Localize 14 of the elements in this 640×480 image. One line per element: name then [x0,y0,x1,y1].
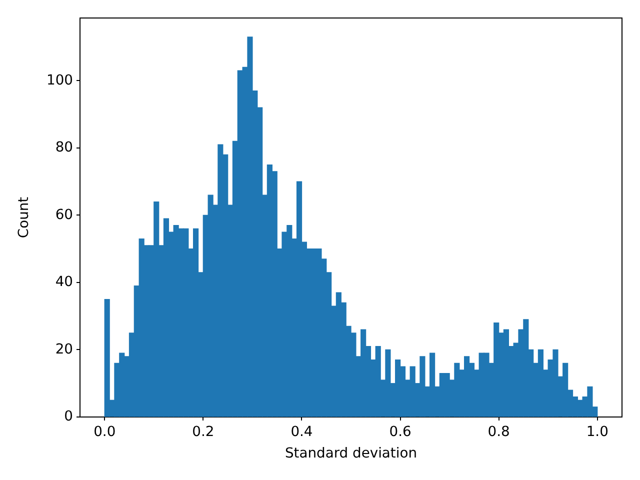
y-tick-label: 60 [55,206,73,223]
y-tick-label: 0 [64,408,73,425]
y-tick-label: 100 [46,72,73,88]
x-tick-label: 0.4 [290,424,313,440]
x-tick-label: 0.6 [389,424,412,440]
x-tick-label: 0.2 [192,424,214,440]
x-axis-title: Standard deviation [284,446,418,462]
y-axis-title: Count [16,196,32,238]
x-tick-label: 1.0 [586,424,608,440]
y-tick-label: 20 [55,341,73,358]
x-tick-label: 0.0 [94,424,116,440]
x-tick-label: 0.8 [488,424,510,440]
y-tick-label: 40 [55,274,73,290]
y-tick-label: 80 [55,140,73,156]
